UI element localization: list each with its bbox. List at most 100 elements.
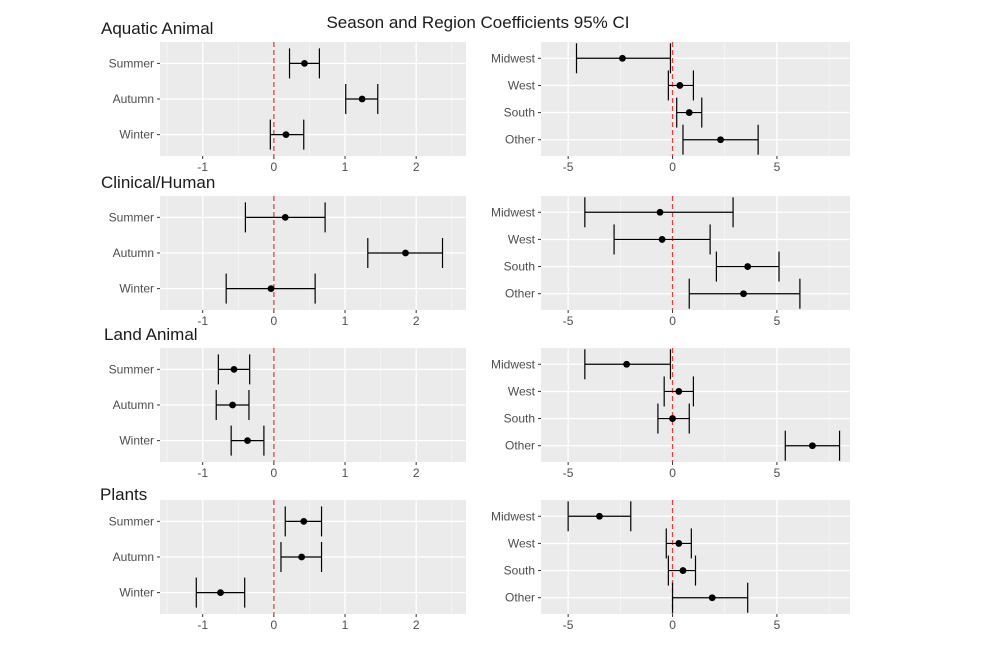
estimate-point xyxy=(708,594,716,602)
x-tick-label: 2 xyxy=(413,466,420,480)
x-tick-label: 2 xyxy=(413,160,420,174)
estimate-point xyxy=(300,517,308,525)
category-label: Winter xyxy=(119,128,154,142)
group-label: Clinical/Human xyxy=(101,173,215,192)
estimate-point xyxy=(267,285,275,293)
estimate-point xyxy=(717,136,724,144)
category-label: Summer xyxy=(109,210,154,224)
category-label: Summer xyxy=(109,362,154,376)
estimate-point xyxy=(217,589,224,597)
x-tick-label: 0 xyxy=(669,160,676,174)
category-label: Other xyxy=(505,133,535,147)
panel: -1 0 1 2 Summer Autumn Winter xyxy=(109,500,466,632)
estimate-point xyxy=(596,512,603,520)
panel: -5 0 5 Midwest West South Other xyxy=(491,500,850,632)
category-label: Other xyxy=(505,439,535,453)
estimate-point xyxy=(281,213,289,221)
category-label: Midwest xyxy=(491,205,536,219)
x-tick-label: 0 xyxy=(271,160,278,174)
x-tick-label: -1 xyxy=(197,160,208,174)
x-tick-label: 1 xyxy=(342,160,349,174)
estimate-point xyxy=(675,388,683,395)
x-tick-label: 0 xyxy=(669,314,676,328)
category-label: Midwest xyxy=(491,51,536,65)
x-tick-label: 5 xyxy=(774,466,781,480)
estimate-point xyxy=(230,365,238,373)
x-tick-label: 1 xyxy=(342,314,349,328)
x-tick-label: 0 xyxy=(669,466,676,480)
category-label: Midwest xyxy=(491,509,536,523)
category-label: Other xyxy=(505,287,535,301)
estimate-point xyxy=(744,263,752,270)
category-label: West xyxy=(508,78,536,92)
figure-title: Season and Region Coefficients 95% CI xyxy=(326,13,629,32)
category-label: Midwest xyxy=(491,357,536,371)
x-tick-label: 2 xyxy=(413,618,420,632)
category-label: Summer xyxy=(109,514,154,528)
panel-background xyxy=(541,42,850,156)
category-label: West xyxy=(508,232,536,246)
estimate-point xyxy=(301,59,308,67)
panel: -1 0 1 2 Summer Autumn Winter xyxy=(109,196,466,328)
estimate-point xyxy=(675,540,683,547)
category-label: South xyxy=(504,412,535,426)
panel: -1 0 1 2 Summer Autumn Winter xyxy=(109,42,466,174)
x-tick-label: -5 xyxy=(563,466,574,480)
estimate-point xyxy=(298,553,306,561)
estimate-point xyxy=(229,401,236,409)
estimate-point xyxy=(809,442,816,450)
estimate-point xyxy=(623,360,631,368)
panel-background xyxy=(541,196,850,310)
estimate-point xyxy=(282,131,290,139)
x-tick-label: -5 xyxy=(563,618,574,632)
category-label: South xyxy=(504,106,535,120)
category-label: Other xyxy=(505,591,535,605)
category-label: Autumn xyxy=(113,550,154,564)
x-tick-label: 5 xyxy=(774,314,781,328)
x-tick-label: 0 xyxy=(271,314,278,328)
category-label: West xyxy=(508,536,536,550)
x-tick-label: 0 xyxy=(271,466,278,480)
category-label: Summer xyxy=(109,56,154,70)
estimate-point xyxy=(358,95,366,103)
x-tick-label: -5 xyxy=(563,160,574,174)
category-label: Autumn xyxy=(113,92,154,106)
x-tick-label: -1 xyxy=(197,618,208,632)
x-tick-label: 1 xyxy=(342,618,349,632)
panel: -5 0 5 Midwest West South Other xyxy=(491,196,850,328)
category-label: Autumn xyxy=(113,398,154,412)
estimate-point xyxy=(685,109,693,116)
x-tick-label: 0 xyxy=(669,618,676,632)
estimate-point xyxy=(679,567,687,574)
estimate-point xyxy=(244,437,251,445)
x-tick-label: 5 xyxy=(774,618,781,632)
estimate-point xyxy=(658,236,666,243)
x-tick-label: -5 xyxy=(563,314,574,328)
category-label: West xyxy=(508,384,536,398)
group-label: Aquatic Animal xyxy=(101,19,213,38)
panel-background xyxy=(541,348,850,462)
group-label: Land Animal xyxy=(104,325,198,344)
category-label: Winter xyxy=(119,434,154,448)
panel-grid: -1 0 1 2 Summer Autumn Winter Aquatic Animal -5 0… xyxy=(100,19,850,632)
category-label: South xyxy=(504,260,535,274)
estimate-point xyxy=(656,208,664,216)
category-label: Winter xyxy=(119,586,154,600)
category-label: South xyxy=(504,564,535,578)
panel: -5 0 5 Midwest West South Other xyxy=(491,348,850,480)
category-label: Winter xyxy=(119,282,154,296)
estimate-point xyxy=(619,54,626,62)
panel: -1 0 1 2 Summer Autumn Winter xyxy=(109,348,466,480)
estimate-point xyxy=(669,415,676,422)
category-label: Autumn xyxy=(113,246,154,260)
panel: -5 0 5 Midwest West South Other xyxy=(491,42,850,174)
x-tick-label: 5 xyxy=(774,160,781,174)
x-tick-label: -1 xyxy=(197,314,208,328)
estimate-point xyxy=(676,82,684,89)
estimate-point xyxy=(740,290,747,298)
x-tick-label: -1 xyxy=(197,466,208,480)
x-tick-label: 0 xyxy=(271,618,278,632)
group-label: Plants xyxy=(100,485,147,504)
x-tick-label: 2 xyxy=(413,314,420,328)
